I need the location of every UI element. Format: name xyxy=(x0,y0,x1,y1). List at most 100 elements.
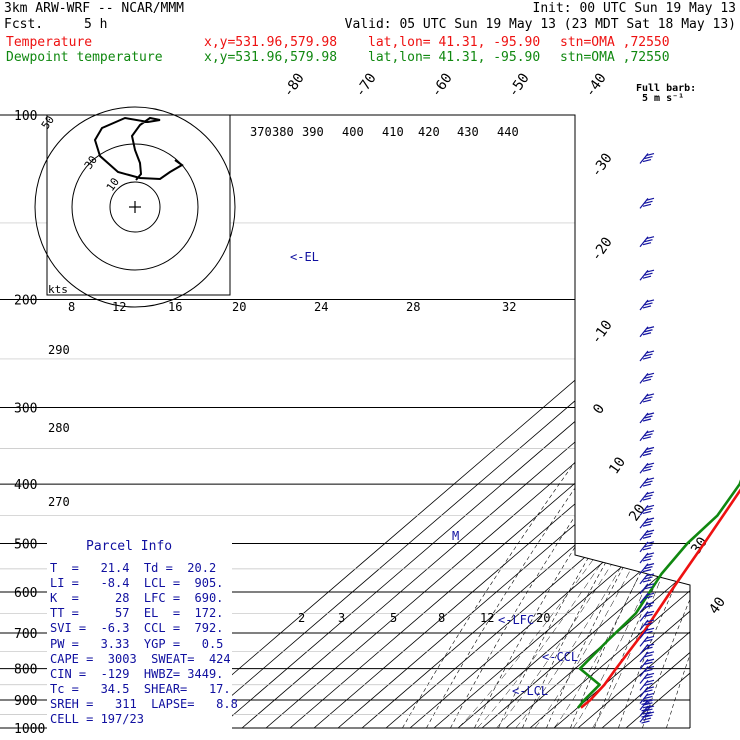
hodograph-units: kts xyxy=(48,283,68,296)
wind-barb-flag xyxy=(645,491,655,495)
mixing-ratio-label: 12 xyxy=(480,611,494,625)
wind-barb-flag xyxy=(644,682,653,686)
pressure-label: 900 xyxy=(14,694,37,709)
wind-barb-flag xyxy=(642,203,652,207)
theta-label: 400 xyxy=(342,125,364,139)
isotherm-label: 10 xyxy=(606,454,629,477)
wind-barb-flag xyxy=(644,714,653,718)
isotherm xyxy=(553,115,690,728)
wind-barb-flag xyxy=(642,452,652,457)
annotation-ccl: <-CCL xyxy=(542,650,578,664)
temp-coords: x,y=531.96,579.98 xyxy=(204,35,338,50)
wind-barb-flag xyxy=(645,686,655,690)
wind-barb-flag xyxy=(645,658,655,662)
wind-barb-flag xyxy=(642,497,652,501)
wind-barb-flag xyxy=(644,638,653,642)
moist-adiabat xyxy=(457,407,690,728)
isotherm-label: -10 xyxy=(588,317,616,347)
hodograph-ring-label: 30 xyxy=(82,153,100,171)
wind-barb-flag xyxy=(642,579,652,583)
wind-barb-flag xyxy=(644,272,653,276)
wind-barb-flag xyxy=(644,465,653,469)
dry-adiabat xyxy=(594,115,690,728)
wind-barb-flag xyxy=(644,661,653,665)
annotation-el: <-EL xyxy=(290,250,319,264)
parcel-info-title: Parcel Info xyxy=(86,539,173,554)
dewpoint-legend: Dewpoint temperature xyxy=(6,50,163,65)
moist-adiabat xyxy=(553,407,690,728)
mixing-ratio-label: 2 xyxy=(298,611,305,625)
fcst-value: 5 h xyxy=(84,17,108,32)
wind-barb-flag xyxy=(644,586,653,590)
hodograph-ring xyxy=(71,143,199,271)
wind-barb-flag xyxy=(642,275,652,279)
isotherm xyxy=(601,115,690,728)
theta-label: 420 xyxy=(418,125,440,139)
wind-barb-flag xyxy=(642,418,652,422)
dry-adiabat xyxy=(570,115,690,728)
pressure-label: 100 xyxy=(14,109,37,124)
theta-label: 430 xyxy=(457,125,479,139)
wind-barb-flag xyxy=(644,480,653,484)
wind-barb-flag xyxy=(645,326,655,330)
isotherm xyxy=(385,115,690,728)
mixing-ratio-label: 12 xyxy=(112,300,126,314)
mixing-ratio-label: 24 xyxy=(314,300,328,314)
wind-barb-flag xyxy=(644,494,653,498)
wind-barb-flag xyxy=(645,372,655,376)
wind-barb-flag xyxy=(642,483,652,487)
wind-barb-flag xyxy=(645,393,655,397)
wind-key-title: Full barb: xyxy=(636,83,697,94)
annotation-lfc: <-LFC xyxy=(498,613,534,627)
theta-label: 410 xyxy=(382,125,404,139)
dry-adiabat xyxy=(402,115,690,728)
wind-barb-flag xyxy=(642,547,652,551)
hodograph-ring-label: 50 xyxy=(39,113,57,131)
wind-barb-flag xyxy=(644,239,653,243)
wind-barb-flag xyxy=(645,610,655,614)
wind-barb-flag xyxy=(645,446,655,451)
wind-barb-flag xyxy=(642,717,652,721)
wind-barb-flag xyxy=(644,708,653,712)
dry-adiabat xyxy=(690,115,740,728)
parcel-panel-bg xyxy=(47,536,232,732)
parcel-info-row: LI = -8.4 LCL = 905. xyxy=(50,576,224,591)
wind-barb-flag xyxy=(642,558,652,562)
wind-barb-flag xyxy=(644,668,653,673)
wind-barb-flag xyxy=(645,152,655,157)
wind-barb-flag xyxy=(644,566,653,570)
pressure-label: 200 xyxy=(14,294,37,309)
wind-barb-flag xyxy=(645,477,655,481)
hodograph-ring-label: 10 xyxy=(104,175,122,193)
dry-adiabat xyxy=(474,115,690,728)
wind-barb-flag xyxy=(642,305,652,309)
pressure-label: 1000 xyxy=(14,722,45,737)
wind-barb-flag xyxy=(645,412,655,416)
dew-station: stn=OMA ,72550 xyxy=(560,50,670,65)
isotherm-label: -50 xyxy=(505,70,533,100)
wind-barb-flag xyxy=(642,535,652,539)
wind-barb-flag xyxy=(642,523,652,527)
wind-barb-flag xyxy=(644,520,653,524)
mixing-ratio-label: 5 xyxy=(390,611,397,625)
pressure-label: 400 xyxy=(14,478,37,493)
wind-barb-flag xyxy=(645,462,655,466)
dry-adiabat xyxy=(714,115,740,728)
parcel-info-row: SVI = -6.3 CCL = 792. xyxy=(50,621,224,636)
wind-barb-flag xyxy=(645,679,655,683)
wind-key-value: 5 m s⁻¹ xyxy=(642,93,685,104)
mixing-ratio-label: 16 xyxy=(168,300,182,314)
wind-barb-flag xyxy=(642,242,652,246)
pressure-label: 300 xyxy=(14,401,37,416)
wind-barb-flag xyxy=(645,601,655,606)
wind-barb-flag xyxy=(642,378,652,382)
wind-barb-flag xyxy=(645,627,655,631)
moist-adiabat xyxy=(592,407,690,728)
theta-label-low: 270 xyxy=(48,495,70,509)
wind-barb-flag xyxy=(642,356,652,360)
parcel-info-row: CELL = 197/23 xyxy=(50,712,144,726)
wind-barb-flag xyxy=(644,302,653,306)
dew-coords: x,y=531.96,579.98 xyxy=(204,50,338,65)
annotation-lcl: <-LCL xyxy=(512,684,548,698)
